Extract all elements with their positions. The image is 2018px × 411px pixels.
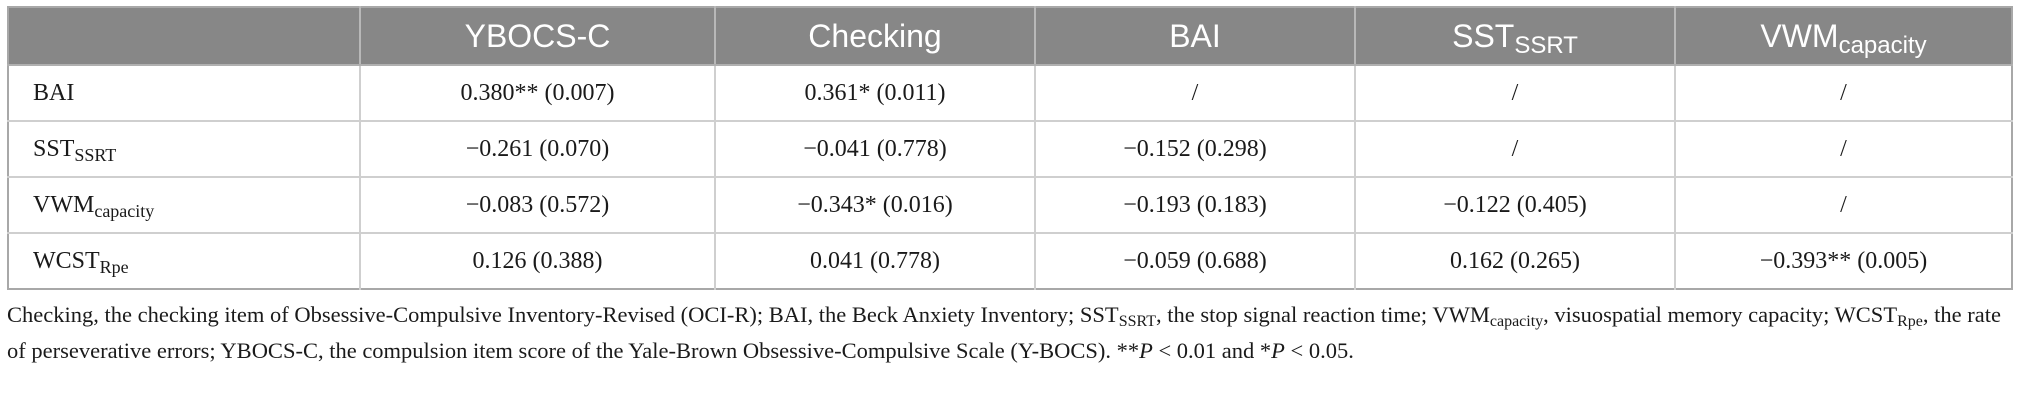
correlation-table: YBOCS-C Checking BAI SSTSSRT VWMcapacity… <box>7 6 2013 290</box>
table-cell: 0.380** (0.007) <box>360 65 716 122</box>
header-cell-ybocs-c: YBOCS-C <box>360 7 716 66</box>
header-cell-checking: Checking <box>715 7 1036 66</box>
table-cell: −0.041 (0.778) <box>715 121 1036 178</box>
header-cell-bai: BAI <box>1035 7 1356 66</box>
header-cell-vwm-capacity: VWMcapacity <box>1675 7 2012 66</box>
table-cell: / <box>1355 65 1676 122</box>
table-footnote: Checking, the checking item of Obsessive… <box>7 302 2001 363</box>
row-label-wcst-rpe: WCSTRpe <box>8 233 361 289</box>
table-cell: / <box>1035 65 1356 122</box>
table-cell: −0.152 (0.298) <box>1035 121 1356 178</box>
table-cell: / <box>1355 121 1676 178</box>
table-cell: / <box>1675 177 2012 234</box>
table-cell: 0.041 (0.778) <box>715 233 1036 289</box>
table-cell: −0.261 (0.070) <box>360 121 716 178</box>
table-cell: / <box>1675 65 2012 122</box>
table-cell: −0.193 (0.183) <box>1035 177 1356 234</box>
table-cell: −0.393** (0.005) <box>1759 247 1928 274</box>
table-row: VWMcapacity −0.083 (0.572) −0.343* (0.01… <box>8 177 2012 234</box>
table-cell: / <box>1675 121 2012 178</box>
table-cell: −0.059 (0.688) <box>1035 233 1356 289</box>
table-cell: 0.162 (0.265) <box>1355 233 1676 289</box>
table-row: WCSTRpe 0.126 (0.388) 0.041 (0.778) −0.0… <box>8 233 2012 289</box>
table-cell: −0.343* (0.016) <box>715 177 1036 234</box>
correlation-table-container: YBOCS-C Checking BAI SSTSSRT VWMcapacity… <box>7 6 2013 290</box>
header-row: YBOCS-C Checking BAI SSTSSRT VWMcapacity <box>8 7 2012 66</box>
table-cell: 0.361* (0.011) <box>715 65 1036 122</box>
header-cell-blank <box>8 7 361 66</box>
table-cell: −0.122 (0.405) <box>1355 177 1676 234</box>
row-label-vwm-capacity: VWMcapacity <box>8 177 361 234</box>
row-label-sst-ssrt: SSTSSRT <box>8 121 361 178</box>
table-cell: −0.083 (0.572) <box>360 177 716 234</box>
table-cell: 0.126 (0.388) <box>360 233 716 289</box>
header-cell-sst-ssrt: SSTSSRT <box>1355 7 1676 66</box>
row-label-bai: BAI <box>8 65 361 122</box>
table-row: BAI 0.380** (0.007) 0.361* (0.011) / / / <box>8 65 2012 122</box>
table-row: SSTSSRT −0.261 (0.070) −0.041 (0.778) −0… <box>8 121 2012 178</box>
